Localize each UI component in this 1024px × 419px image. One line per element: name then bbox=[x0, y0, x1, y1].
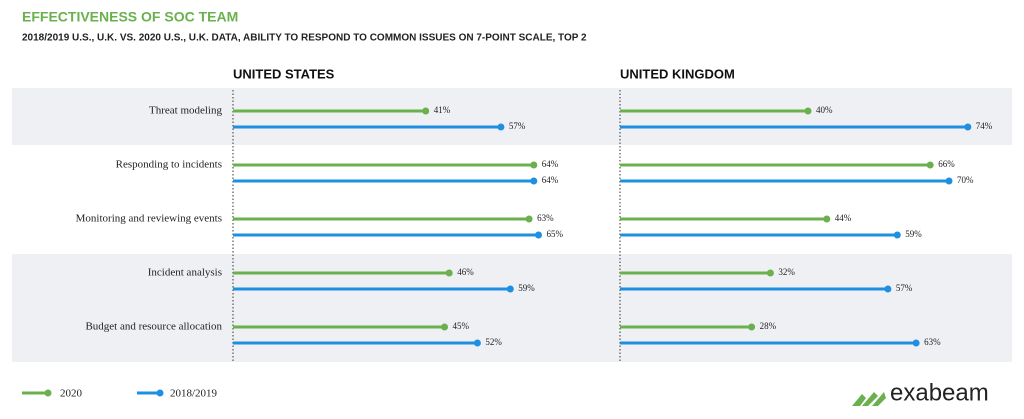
dot bbox=[422, 107, 430, 115]
subtitle: 2018/2019 U.S., U.K. VS. 2020 U.S., U.K.… bbox=[22, 33, 587, 44]
dot bbox=[964, 123, 972, 131]
dot bbox=[926, 161, 934, 169]
dot bbox=[506, 285, 514, 293]
value-label: 64% bbox=[542, 159, 559, 169]
value-label: 57% bbox=[509, 121, 526, 131]
legend-swatch bbox=[44, 389, 52, 397]
value-label: 57% bbox=[896, 283, 913, 293]
category-label: Budget and resource allocation bbox=[85, 321, 222, 333]
legend-label: 2018/2019 bbox=[170, 388, 218, 400]
dot bbox=[473, 339, 481, 347]
value-label: 66% bbox=[938, 159, 955, 169]
value-label: 64% bbox=[542, 175, 559, 185]
dot bbox=[535, 231, 542, 239]
dot bbox=[823, 215, 831, 223]
dot bbox=[497, 123, 505, 131]
value-label: 63% bbox=[537, 213, 554, 223]
dot bbox=[893, 231, 901, 239]
dot bbox=[912, 339, 920, 347]
title: EFFECTIVENESS OF SOC TEAM bbox=[22, 9, 238, 25]
value-label: 40% bbox=[816, 105, 833, 115]
panel-title: UNITED STATES bbox=[233, 66, 335, 81]
logo-icon bbox=[852, 392, 886, 406]
dot bbox=[445, 269, 453, 277]
dot bbox=[804, 107, 812, 115]
value-label: 74% bbox=[976, 121, 993, 131]
value-label: 65% bbox=[547, 229, 564, 239]
legend-label: 2020 bbox=[60, 388, 83, 400]
panel-title: UNITED KINGDOM bbox=[620, 66, 735, 81]
category-label: Monitoring and reviewing events bbox=[76, 213, 222, 225]
value-label: 52% bbox=[485, 337, 502, 347]
value-label: 46% bbox=[457, 267, 474, 277]
category-label: Responding to incidents bbox=[116, 159, 222, 171]
value-label: 59% bbox=[518, 283, 535, 293]
logo: exabeam bbox=[890, 379, 989, 406]
value-label: 32% bbox=[778, 267, 795, 277]
category-label: Threat modeling bbox=[149, 105, 223, 117]
category-label: Incident analysis bbox=[148, 267, 222, 279]
dot bbox=[530, 161, 538, 169]
dot bbox=[945, 177, 953, 185]
value-label: 45% bbox=[453, 321, 470, 331]
value-label: 70% bbox=[957, 175, 974, 185]
value-label: 63% bbox=[924, 337, 941, 347]
dot bbox=[525, 215, 533, 223]
value-label: 41% bbox=[434, 105, 451, 115]
dot bbox=[884, 285, 892, 293]
value-label: 28% bbox=[760, 321, 777, 331]
dot bbox=[530, 177, 538, 185]
legend-swatch bbox=[156, 389, 164, 397]
value-label: 44% bbox=[835, 213, 852, 223]
dot bbox=[441, 323, 448, 331]
dot bbox=[748, 323, 756, 331]
value-label: 59% bbox=[905, 229, 922, 239]
dot bbox=[766, 269, 774, 277]
row-band bbox=[12, 88, 1012, 145]
